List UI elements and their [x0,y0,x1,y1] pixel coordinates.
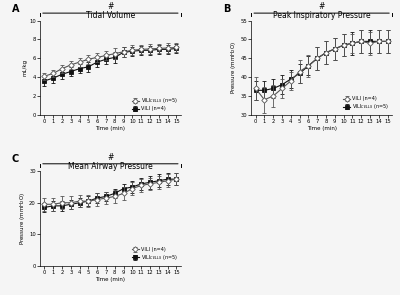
Title: Tidal Volume: Tidal Volume [86,11,135,20]
Text: #: # [107,2,114,11]
Text: A: A [12,4,19,14]
Legend: VILI$_{CELLS}$ (n=5), VILI (n=4): VILI$_{CELLS}$ (n=5), VILI (n=4) [131,96,178,112]
Y-axis label: Pressure (mmH$_2$O): Pressure (mmH$_2$O) [18,192,27,245]
X-axis label: Time (min): Time (min) [95,277,126,282]
Title: Mean Airway Pressure: Mean Airway Pressure [68,162,153,171]
Y-axis label: mL/kg: mL/kg [22,59,27,76]
Text: #: # [107,153,114,162]
Legend: VILI (n=4), VILI$_{CELLS}$ (n=5): VILI (n=4), VILI$_{CELLS}$ (n=5) [131,246,178,263]
Text: B: B [223,4,230,14]
X-axis label: Time (min): Time (min) [95,126,126,131]
Text: C: C [12,154,19,164]
Legend: VILI (n=4), VILI$_{CELLS}$ (n=5): VILI (n=4), VILI$_{CELLS}$ (n=5) [342,96,390,112]
X-axis label: Time (min): Time (min) [307,126,337,131]
Y-axis label: Pressure (mmH$_2$O): Pressure (mmH$_2$O) [229,41,238,94]
Title: Peak Inspiratory Pressure: Peak Inspiratory Pressure [273,11,370,20]
Text: #: # [318,2,325,11]
